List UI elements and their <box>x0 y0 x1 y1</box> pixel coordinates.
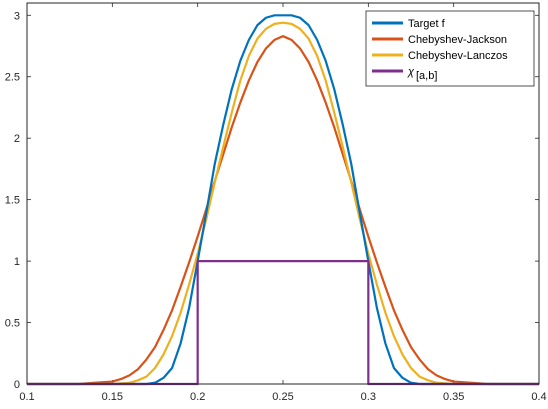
x-tick-label: 0.15 <box>102 391 123 403</box>
x-tick-label: 0.1 <box>19 391 34 403</box>
series-line-chebyshev-lanczos <box>27 21 539 386</box>
x-tick-label: 0.2 <box>190 391 205 403</box>
x-tick-label: 0.25 <box>272 391 293 403</box>
y-tick-label: 1.5 <box>5 195 20 207</box>
series-line-target-f <box>27 14 539 386</box>
y-tick-label: 0 <box>14 379 20 391</box>
x-axis-ticks: 0.1 0.15 0.2 0.25 0.3 0.35 0.4 <box>19 3 547 403</box>
x-tick-label: 0.3 <box>361 391 376 403</box>
legend-label-chebyshev-lanczos: Chebyshev-Lanczos <box>408 50 508 62</box>
legend-label-indicator-subscript: [a,b] <box>416 70 437 82</box>
y-tick-label: 2 <box>14 133 20 145</box>
y-tick-label: 0.5 <box>5 318 20 330</box>
plot-frame <box>26 2 540 385</box>
x-tick-label: 0.4 <box>531 391 546 403</box>
legend-label-chebyshev-jackson: Chebyshev-Jackson <box>408 34 507 46</box>
legend-label-indicator: χ <box>407 66 415 78</box>
y-tick-label: 1 <box>14 256 20 268</box>
series-line-chebyshev-jackson <box>27 35 539 386</box>
y-axis-ticks: 0 0.5 1 1.5 2 2.5 3 <box>5 10 539 391</box>
legend: Target f Chebyshev-Jackson Chebyshev-Lan… <box>365 10 535 87</box>
x-tick-label: 0.35 <box>443 391 464 403</box>
y-tick-label: 2.5 <box>5 72 20 84</box>
legend-label-target-f: Target f <box>408 18 446 30</box>
y-tick-label: 3 <box>14 10 20 22</box>
